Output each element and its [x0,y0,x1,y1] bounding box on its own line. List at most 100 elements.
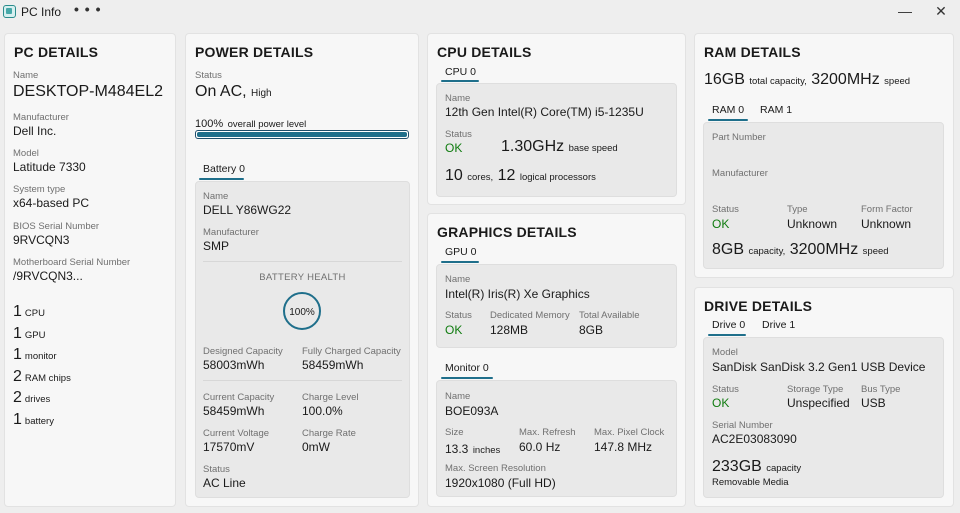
monitor-name-label: Name [445,391,471,402]
monitor-refresh-label: Max. Refresh [519,427,576,438]
gpu-panel [436,264,677,348]
ram-form-label: Form Factor [861,204,913,215]
designed-capacity-value: 58003mWh [203,358,265,372]
close-button[interactable]: ✕ [935,3,947,19]
count-monitor: 1 monitor [13,346,57,363]
minimize-button[interactable]: — [898,3,912,19]
ram-status-value: OK [712,217,730,231]
gpu-name-value: Intel(R) Iris(R) Xe Graphics [445,287,590,301]
pc-mobo-label: Motherboard Serial Number [13,257,131,268]
monitor-size-value: 13.3 inches [445,442,501,456]
tab-ram-0[interactable]: RAM 0 [712,104,745,116]
drive-model-value: SanDisk SanDisk 3.2 Gen1 USB Device [712,360,926,374]
voltage-label: Current Voltage [203,428,270,439]
tab-gpu-0-indicator [441,261,479,263]
cpu-details-title: CPU DETAILS [437,44,532,60]
pc-name-value: DESKTOP-M484EL2 [13,83,163,100]
gpu-total-label: Total Available [579,310,640,321]
power-level-text: 100% overall power level [195,118,307,130]
pc-manufacturer-label: Manufacturer [13,112,69,123]
pc-bios-label: BIOS Serial Number [13,221,100,232]
pc-model-label: Model [13,148,39,159]
monitor-res-value: 1920x1080 (Full HD) [445,476,556,490]
charge-rate-value: 0mW [302,440,330,454]
monitor-name-value: BOE093A [445,404,499,418]
power-details-title: POWER DETAILS [195,44,314,60]
power-status-label: Status [195,70,222,81]
voltage-value: 17570mV [203,440,255,454]
charge-rate-label: Charge Rate [302,428,356,439]
tab-cpu-0-indicator [441,80,479,82]
pc-system-type-label: System type [13,184,66,195]
tab-drive-1[interactable]: Drive 1 [762,319,796,331]
pc-system-type-value: x64-based PC [13,196,90,210]
tab-drive-0-indicator [708,334,746,336]
tab-gpu-0[interactable]: GPU 0 [445,246,477,258]
battery-divider-2 [203,380,402,381]
ram-type-label: Type [787,204,808,215]
pc-mobo-value: /9RVCQN3... [13,269,83,283]
drive-media-type: Removable Media [712,477,789,488]
pc-details-title: PC DETAILS [14,44,99,60]
title-bar: PC Info • • • — ✕ [0,0,960,26]
monitor-panel [436,380,677,497]
battery-divider-1 [203,261,402,262]
ram-chip-summary: 8GB capacity, 3200MHz speed [712,241,889,258]
drive-status-label: Status [712,384,739,395]
ram-panel [703,122,944,269]
drive-status-value: OK [712,396,730,410]
tab-ram-1[interactable]: RAM 1 [760,104,793,116]
battery-status-value: AC Line [203,476,246,490]
gpu-name-label: Name [445,274,471,285]
pc-model-value: Latitude 7330 [13,160,86,174]
drive-storage-value: Unspecified [787,396,850,410]
tab-battery-0-indicator [199,178,244,180]
count-battery: 1 battery [13,411,54,428]
ram-form-value: Unknown [861,217,912,231]
gpu-status-value: OK [445,323,463,337]
power-status: On AC, High [195,83,272,100]
pc-manufacturer-value: Dell Inc. [13,124,57,138]
drive-model-label: Model [712,347,738,358]
current-capacity-label: Current Capacity [203,392,275,403]
ram-summary: 16GB total capacity, 3200MHz speed [704,71,911,88]
cpu-status-label: Status [445,129,472,140]
count-ram: 2 RAM chips [13,368,71,385]
battery-panel [195,181,410,498]
count-cpu: 1 CPU [13,303,45,320]
monitor-res-label: Max. Screen Resolution [445,463,546,474]
power-level-bar [195,130,409,139]
cpu-panel [436,83,677,197]
monitor-clock-value: 147.8 MHz [594,440,653,454]
battery-status-label: Status [203,464,230,475]
battery-name-label: Name [203,191,229,202]
graphics-details-title: GRAPHICS DETAILS [437,224,577,240]
designed-capacity-label: Designed Capacity [203,346,283,357]
cpu-name-value: 12th Gen Intel(R) Core(TM) i5-1235U [445,105,644,119]
tab-monitor-0[interactable]: Monitor 0 [445,362,489,374]
drive-serial-value: AC2E03083090 [712,432,797,446]
gpu-dedicated-value: 128MB [490,323,529,337]
monitor-refresh-value: 60.0 Hz [519,440,561,454]
tab-ram-0-indicator [708,119,748,121]
battery-health-value: 100% [289,307,315,318]
full-capacity-label: Fully Charged Capacity [302,346,401,357]
gpu-status-label: Status [445,310,472,321]
battery-name-value: DELL Y86WG22 [203,203,292,217]
pc-details-card: PC DETAILS [4,33,176,507]
charge-level-value: 100.0% [302,404,343,418]
charge-level-label: Charge Level [302,392,359,403]
cpu-status-value: OK [445,141,463,155]
cpu-speed: 1.30GHz base speed [501,138,618,155]
drive-capacity: 233GB capacity [712,458,802,475]
drive-serial-label: Serial Number [712,420,773,431]
tab-drive-0[interactable]: Drive 0 [712,319,746,331]
count-drives: 2 drives [13,389,51,406]
more-options-button[interactable]: • • • [74,1,102,17]
tab-battery-0[interactable]: Battery 0 [203,163,246,175]
tab-cpu-0[interactable]: CPU 0 [445,66,476,78]
full-capacity-value: 58459mWh [302,358,364,372]
gpu-total-value: 8GB [579,323,604,337]
power-level-fill [197,132,407,137]
ram-status-label: Status [712,204,739,215]
